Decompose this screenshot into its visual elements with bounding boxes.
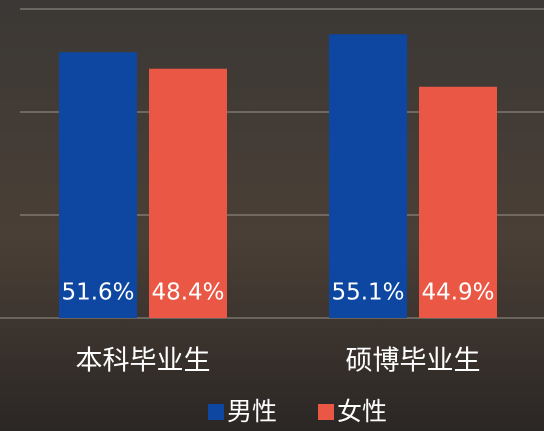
value-label: 48.4% bbox=[151, 280, 224, 306]
legend-swatch bbox=[318, 404, 334, 420]
legend-label: 女性 bbox=[337, 397, 387, 426]
legend-label: 男性 bbox=[227, 397, 277, 426]
value-label: 55.1% bbox=[331, 280, 404, 306]
value-label: 44.9% bbox=[421, 280, 494, 306]
x-tick-label: 本科毕业生 bbox=[76, 346, 211, 377]
bar bbox=[59, 52, 137, 318]
x-tick-label: 硕博毕业生 bbox=[346, 346, 481, 377]
bar bbox=[329, 34, 407, 318]
value-label: 51.6% bbox=[61, 280, 134, 306]
legend-swatch bbox=[208, 404, 224, 420]
chart: 51.6% 48.4% 本科毕业生 55.1% 44.9% 硕博毕业生男性 女性 bbox=[0, 0, 544, 431]
